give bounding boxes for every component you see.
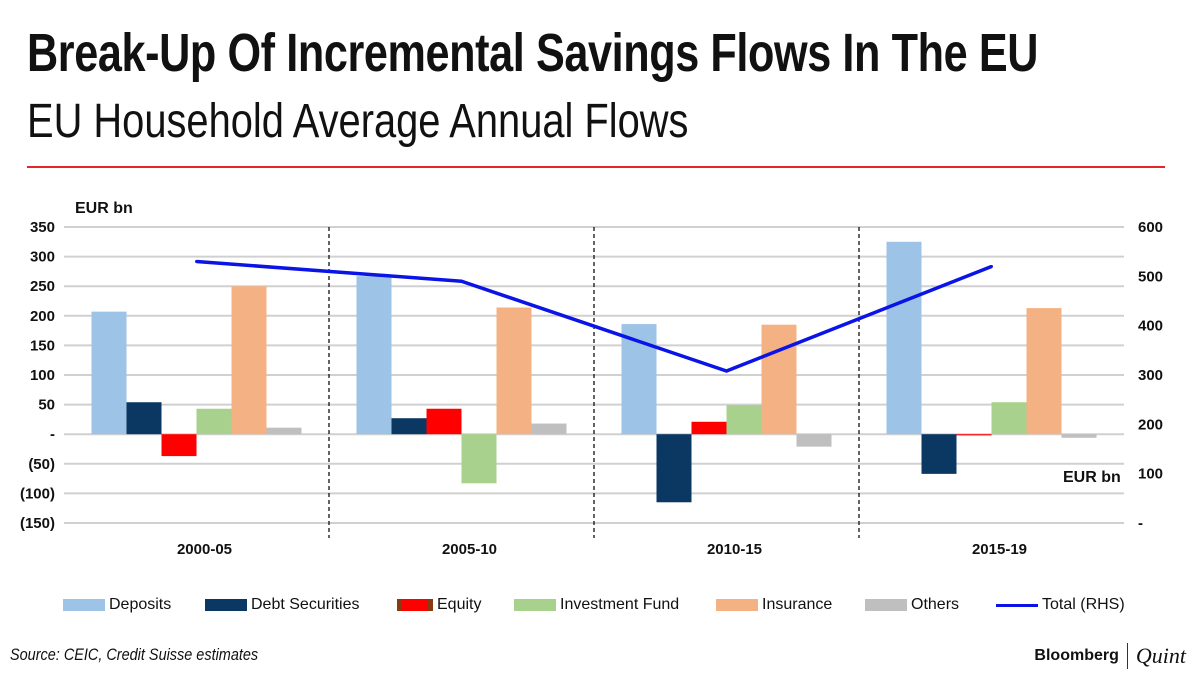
y-tick-label: (100)	[20, 485, 55, 502]
bar-insurance	[496, 307, 532, 435]
legend: Deposits Debt Securities Equity Investme…	[0, 594, 1200, 616]
logo-brand: Bloomberg	[1034, 647, 1119, 664]
y-tick-label: 300	[30, 249, 55, 266]
legend-swatch	[716, 599, 758, 611]
y-tick-label: 350	[30, 219, 55, 236]
bar-debt-securities	[656, 434, 692, 503]
y-tick-label: 250	[30, 278, 55, 295]
source-note: Source: CEIC, Credit Suisse estimates	[10, 645, 259, 664]
chart-title: Break-Up Of Incremental Savings Flows In…	[27, 23, 1039, 83]
legend-swatch	[397, 599, 433, 611]
bar-equity	[691, 421, 727, 435]
legend-swatch	[205, 599, 247, 611]
legend-label: Others	[911, 596, 960, 613]
legend-swatch	[63, 599, 105, 611]
legend-item-deposits: Deposits	[63, 594, 171, 616]
bar-deposits	[886, 241, 922, 435]
legend-label: Deposits	[109, 596, 172, 613]
line-total-rhs	[196, 259, 993, 373]
y-axis-label: EUR bn	[75, 200, 133, 217]
point-total-rhs	[725, 369, 728, 373]
y2-tick-label: 500	[1138, 268, 1163, 285]
bar-others	[531, 423, 567, 435]
legend-label: Debt Securities	[251, 596, 360, 613]
bar-investment-fund	[461, 434, 497, 484]
bar-insurance	[1026, 308, 1062, 435]
bar-debt-securities	[921, 434, 957, 474]
y2-tick-label: 100	[1138, 466, 1163, 483]
point-total-rhs	[460, 279, 463, 283]
legend-swatch	[996, 603, 1038, 607]
x-tick-label: 2015-19	[972, 541, 1027, 558]
legend-item-others: Others	[865, 594, 959, 616]
y2-tick-label: 200	[1138, 416, 1163, 433]
bar-others	[796, 434, 832, 447]
bar-equity	[956, 434, 992, 436]
logo: Bloomberg Quint	[1034, 643, 1186, 669]
legend-item-insurance: Insurance	[716, 594, 832, 616]
legend-item-equity: Equity	[397, 594, 481, 616]
y2-tick-label: -	[1138, 515, 1143, 532]
y2-axis-label: EUR bn	[1063, 469, 1121, 486]
y-tick-label: 150	[30, 337, 55, 354]
bar-investment-fund	[196, 408, 232, 435]
bar-others	[266, 427, 302, 435]
x-tick-label: 2005-10	[442, 541, 497, 558]
bar-equity	[161, 434, 197, 457]
legend-swatch	[865, 599, 907, 611]
legend-item-total: Total (RHS)	[996, 594, 1125, 616]
bar-insurance	[231, 286, 267, 435]
y-tick-label: (150)	[20, 515, 55, 532]
title-divider	[27, 166, 1165, 168]
y-tick-label: 50	[38, 397, 55, 414]
legend-label: Equity	[437, 596, 482, 613]
bar-debt-securities	[126, 402, 162, 435]
legend-label: Insurance	[762, 596, 833, 613]
chart-subtitle: EU Household Average Annual Flows	[27, 95, 689, 148]
logo-sub: Quint	[1135, 643, 1186, 668]
bar-others	[1061, 434, 1097, 438]
logo-divider	[1126, 643, 1128, 669]
y2-tick-label: 600	[1138, 219, 1163, 236]
legend-swatch	[514, 599, 556, 611]
bar-investment-fund	[726, 405, 762, 435]
y-tick-label: (50)	[28, 456, 55, 473]
point-total-rhs	[990, 264, 993, 268]
y-tick-label: 200	[30, 308, 55, 325]
legend-item-investment-fund: Investment Fund	[514, 594, 679, 616]
x-tick-label: 2000-05	[177, 541, 232, 558]
point-total-rhs	[195, 260, 198, 264]
bar-investment-fund	[991, 402, 1027, 435]
legend-label: Investment Fund	[560, 596, 680, 613]
bar-equity	[426, 408, 462, 435]
bar-insurance	[761, 324, 797, 435]
bar-deposits	[91, 311, 127, 435]
y2-tick-label: 400	[1138, 318, 1163, 335]
y-tick-label: -	[50, 426, 55, 443]
legend-label: Total (RHS)	[1042, 596, 1125, 613]
bar-deposits	[356, 276, 392, 435]
x-tick-label: 2010-15	[707, 541, 762, 558]
legend-item-debt-securities: Debt Securities	[205, 594, 360, 616]
y-tick-label: 100	[30, 367, 55, 384]
y2-tick-label: 300	[1138, 367, 1163, 384]
bar-debt-securities	[391, 418, 427, 435]
